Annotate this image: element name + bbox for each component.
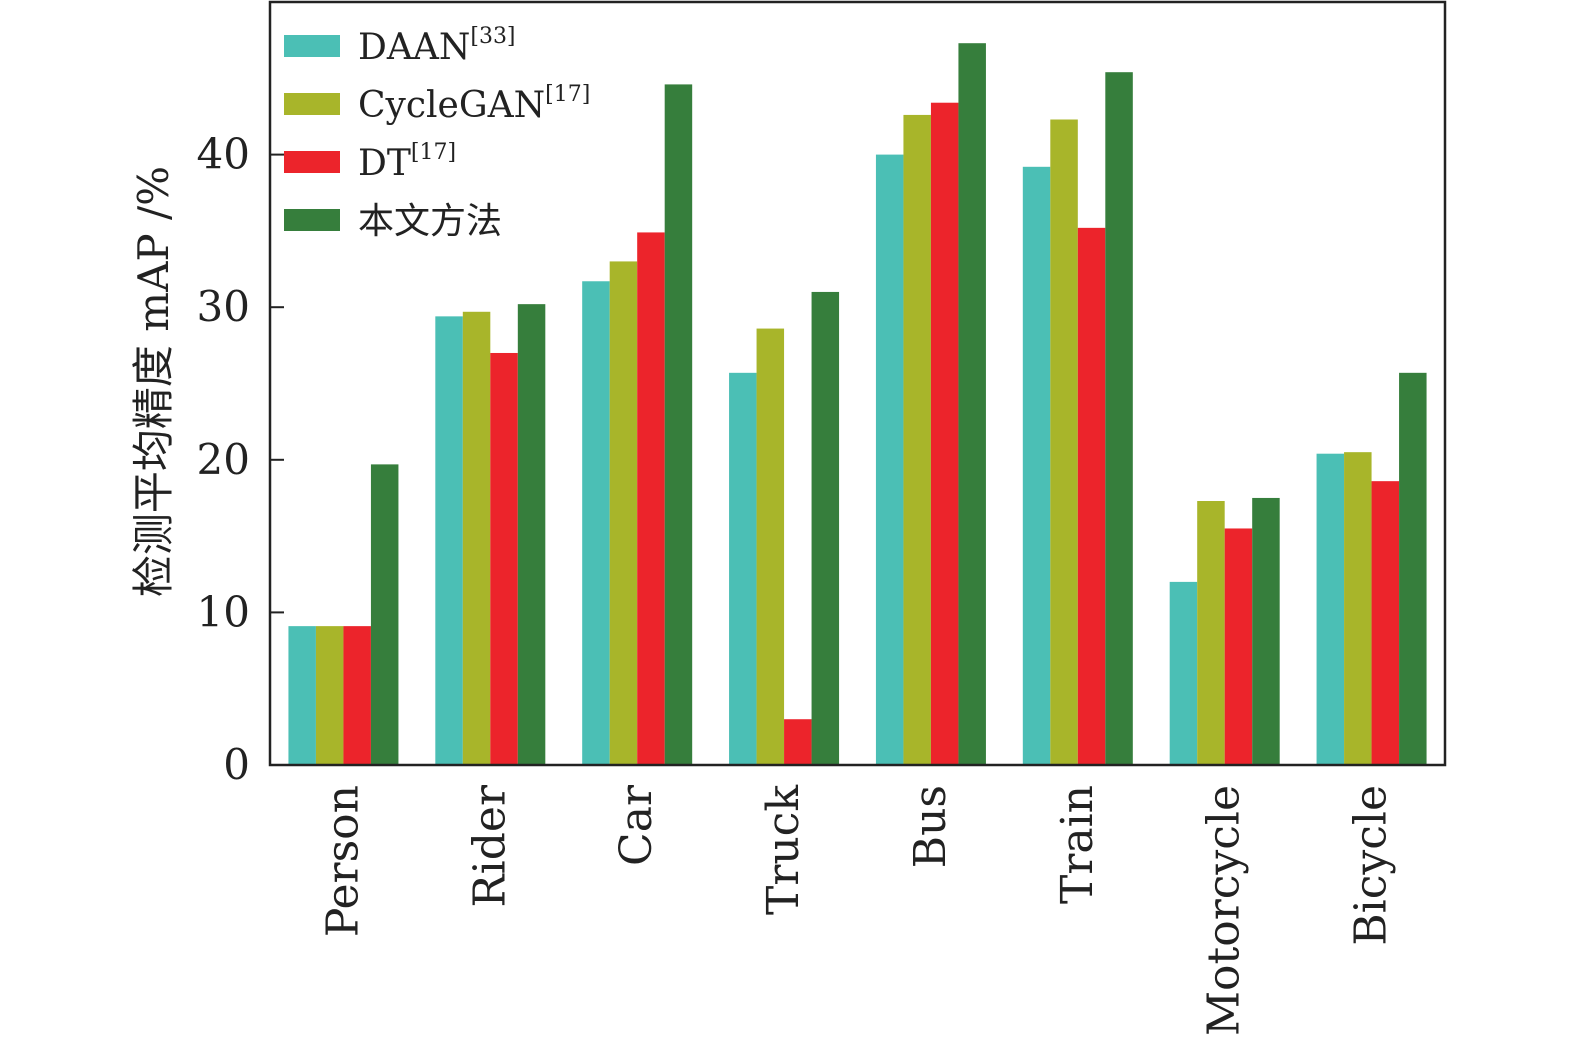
bar-truck-1 — [756, 328, 785, 765]
bar-truck-0 — [729, 372, 757, 765]
bar-bus-0 — [875, 154, 904, 766]
bar-bicycle-2 — [1371, 481, 1400, 765]
x-tick-label-train: Train — [1052, 785, 1103, 904]
bar-person-1 — [315, 626, 344, 765]
y-tick-label: 10 — [197, 587, 250, 636]
bar-train-3 — [1105, 72, 1133, 766]
bar-bicycle-1 — [1344, 452, 1372, 765]
legend-label-0: DAAN[33] — [358, 24, 516, 68]
bar-car-1 — [609, 261, 638, 765]
bar-rider-1 — [462, 311, 491, 765]
legend-swatch-0 — [284, 35, 340, 57]
y-axis: 0 10 20 30 40 — [197, 130, 284, 789]
x-tick-label-motorcycle: Motorcycle — [1199, 785, 1250, 1036]
y-tick-label: 20 — [197, 435, 250, 484]
legend-label-1: CycleGAN[17] — [358, 82, 590, 126]
y-tick-label: 0 — [223, 740, 250, 789]
bar-truck-3 — [811, 291, 840, 765]
bar-train-2 — [1077, 227, 1106, 765]
bar-motorcycle-0 — [1169, 581, 1198, 765]
bar-car-2 — [637, 232, 665, 765]
legend-swatch-2 — [284, 151, 340, 173]
bar-motorcycle-2 — [1224, 528, 1253, 765]
legend: DAAN[33] CycleGAN[17] DT[17] 本文方法 — [284, 24, 590, 242]
bar-bicycle-0 — [1316, 453, 1345, 765]
bar-train-1 — [1050, 119, 1078, 765]
x-tick-label-rider: Rider — [464, 784, 515, 907]
bar-motorcycle-1 — [1197, 501, 1225, 765]
bar-rider-2 — [490, 352, 518, 765]
bar-bus-2 — [930, 102, 959, 765]
x-tick-label-bus: Bus — [905, 785, 956, 868]
bar-truck-2 — [784, 719, 812, 765]
legend-swatch-3 — [284, 209, 340, 231]
legend-label-2: DT[17] — [358, 140, 456, 184]
bar-person-3 — [370, 464, 399, 765]
x-tick-label-person: Person — [317, 785, 368, 937]
bar-person-2 — [343, 626, 371, 765]
x-tick-label-truck: Truck — [758, 785, 809, 915]
bar-car-3 — [664, 84, 693, 766]
bar-motorcycle-3 — [1252, 497, 1280, 765]
x-tick-label-bicycle: Bicycle — [1346, 785, 1397, 946]
bar-car-0 — [582, 281, 610, 765]
y-tick-label: 40 — [197, 130, 250, 179]
x-axis: Person Rider Car Truck Bus Train Motorcycle Bic… — [317, 784, 1396, 1036]
bar-bus-3 — [958, 43, 986, 765]
legend-swatch-1 — [284, 93, 340, 115]
bar-group — [288, 43, 1427, 766]
bar-rider-0 — [435, 316, 463, 765]
legend-label-3: 本文方法 — [358, 201, 502, 242]
y-axis-title: 检测平均精度 mAP /% — [129, 166, 178, 597]
bar-rider-3 — [517, 304, 546, 765]
bar-person-0 — [288, 626, 316, 765]
x-tick-label-car: Car — [611, 784, 662, 866]
bar-train-0 — [1022, 166, 1051, 766]
bar-bus-1 — [903, 114, 931, 765]
bar-bicycle-3 — [1399, 372, 1427, 765]
plot-frame — [268, 0, 1447, 767]
y-tick-label: 30 — [197, 282, 250, 331]
